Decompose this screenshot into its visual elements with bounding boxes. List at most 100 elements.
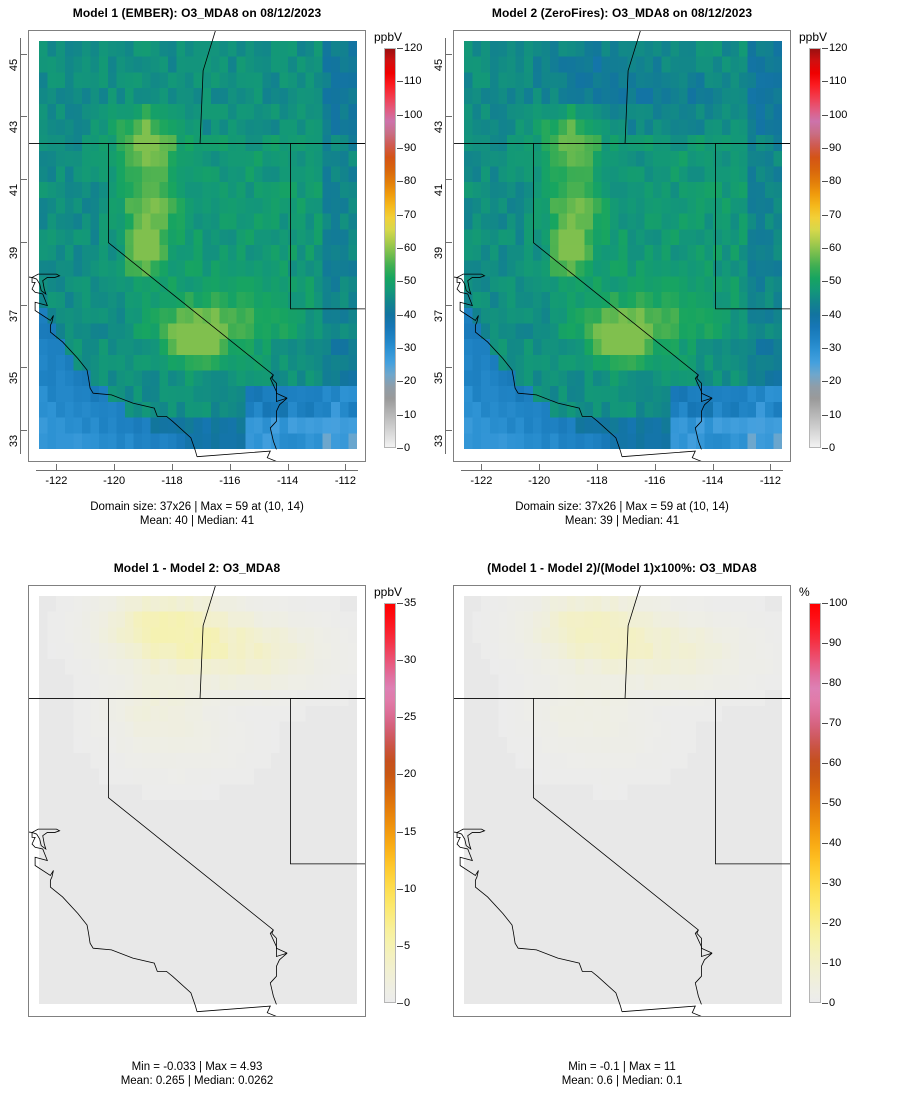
colorbar-unit-label: ppbV	[799, 30, 828, 44]
map-raster[interactable]	[39, 41, 357, 449]
map-plot-frame[interactable]	[453, 585, 791, 1017]
colorbar-tick-label: 20	[404, 768, 417, 781]
caption-line-1: Min = -0.1 | Max = 11	[568, 1061, 676, 1073]
colorbar-tick-label: 20	[829, 917, 842, 929]
y-tick-label: 33	[433, 435, 445, 448]
colorbar-tick-label: 30	[404, 342, 417, 354]
x-tick-mark	[770, 464, 771, 471]
caption-line-2: Mean: 39 | Median: 41	[564, 515, 680, 527]
y-tick-mark	[445, 305, 452, 306]
colorbar-tick-label: 40	[829, 837, 842, 849]
colorbar-tick	[822, 315, 828, 316]
y-tick-label: 37	[433, 309, 445, 322]
colorbar-tick	[397, 148, 403, 149]
colorbar-tick-label: 5	[404, 939, 411, 952]
colorbar-tick-label: 40	[829, 308, 842, 321]
colorbar-tick-label: 70	[829, 717, 842, 729]
y-tick-mark	[20, 367, 27, 368]
map-raster[interactable]	[464, 596, 782, 1004]
colorbar-tick	[822, 115, 828, 116]
colorbar-tick-label: 120	[829, 42, 848, 54]
colorbar-tick	[397, 115, 403, 116]
colorbar-tick-label: 0	[404, 442, 411, 454]
colorbar-gradient	[384, 603, 396, 1003]
colorbar-tick	[397, 889, 403, 890]
colorbar-tick	[822, 683, 828, 684]
colorbar-tick	[397, 281, 403, 282]
colorbar-tick-label: 100	[829, 108, 848, 121]
colorbar-tick-label: 120	[404, 42, 423, 54]
x-tick-mark	[288, 464, 289, 471]
y-tick-label: 45	[8, 58, 20, 71]
map-plot-frame[interactable]	[453, 30, 791, 462]
colorbar-tick	[397, 181, 403, 182]
colorbar-tick-label: 60	[829, 757, 842, 769]
colorbar-tick	[397, 946, 403, 947]
x-tick-mark	[539, 464, 540, 471]
x-tick-mark	[655, 464, 656, 471]
panel-title: Model 1 (EMBER): O3_MDA8 on 08/12/2023	[72, 6, 322, 20]
colorbar-tick	[822, 415, 828, 416]
x-tick-mark	[114, 464, 115, 471]
colorbar-tick-label: 100	[829, 597, 848, 609]
y-tick-mark	[20, 179, 27, 180]
colorbar-tick-label: 20	[404, 375, 417, 388]
x-tick-label: -116	[219, 475, 241, 487]
colorbar-tick	[822, 148, 828, 149]
colorbar-tick	[822, 763, 828, 764]
colorbar-tick	[397, 660, 403, 661]
x-tick-mark	[481, 464, 482, 471]
colorbar-tick	[822, 215, 828, 216]
y-tick-label: 35	[8, 372, 20, 385]
colorbar-tick-label: 60	[404, 242, 417, 254]
colorbar-tick	[397, 603, 403, 604]
colorbar-tick	[822, 803, 828, 804]
colorbar-tick	[397, 774, 403, 775]
y-tick-label: 45	[433, 58, 445, 71]
panel-caption: Min = -0.1 | Max = 11 Mean: 0.6 | Median:…	[425, 1060, 819, 1088]
x-tick-label: -120	[528, 475, 551, 487]
colorbar-tick	[397, 215, 403, 216]
x-tick-label: -112	[759, 475, 782, 487]
x-tick-mark	[230, 464, 231, 471]
colorbar-tick	[822, 448, 828, 449]
colorbar-tick	[822, 923, 828, 924]
colorbar-tick	[822, 48, 828, 49]
colorbar-tick-label: 0	[404, 997, 411, 1009]
colorbar-tick	[822, 348, 828, 349]
colorbar-unit-label: ppbV	[374, 585, 403, 599]
colorbar-tick-label: 90	[404, 142, 417, 154]
colorbar-tick	[822, 1003, 828, 1004]
colorbar-tick-label: 30	[404, 654, 417, 667]
panel-title: (Model 1 - Model 2)/(Model 1)x100%: O3_M…	[487, 561, 757, 575]
y-tick-label: 41	[433, 183, 445, 197]
map-raster[interactable]	[464, 41, 782, 449]
y-tick-mark	[445, 54, 452, 55]
colorbar-gradient	[809, 48, 821, 448]
colorbar-tick	[822, 181, 828, 182]
colorbar-tick	[822, 281, 828, 282]
colorbar-tick-label: 90	[829, 142, 842, 154]
colorbar-tick	[397, 248, 403, 249]
colorbar-tick-label: 50	[404, 275, 417, 288]
colorbar-tick	[397, 381, 403, 382]
y-tick-label: 37	[8, 309, 20, 322]
colorbar-tick	[397, 717, 403, 718]
y-tick-mark	[445, 179, 452, 180]
y-tick-mark	[445, 116, 452, 117]
panel-caption: Min = -0.033 | Max = 4.93 Mean: 0.265 | M…	[0, 1060, 394, 1088]
y-tick-mark	[20, 430, 27, 431]
map-plot-frame[interactable]	[28, 30, 366, 462]
map-plot-frame[interactable]	[28, 585, 366, 1017]
y-tick-mark	[445, 367, 452, 368]
colorbar-tick	[822, 81, 828, 82]
colorbar-tick	[397, 315, 403, 316]
x-tick-mark	[345, 464, 346, 471]
colorbar-tick-label: 50	[829, 275, 842, 288]
x-axis-line	[36, 470, 358, 471]
caption-line-1: Domain size: 37x26 | Max = 59 at (10, 14…	[90, 501, 304, 513]
y-axis-line	[445, 38, 446, 454]
y-tick-mark	[445, 430, 452, 431]
map-raster[interactable]	[39, 596, 357, 1004]
y-tick-label: 43	[8, 121, 20, 134]
